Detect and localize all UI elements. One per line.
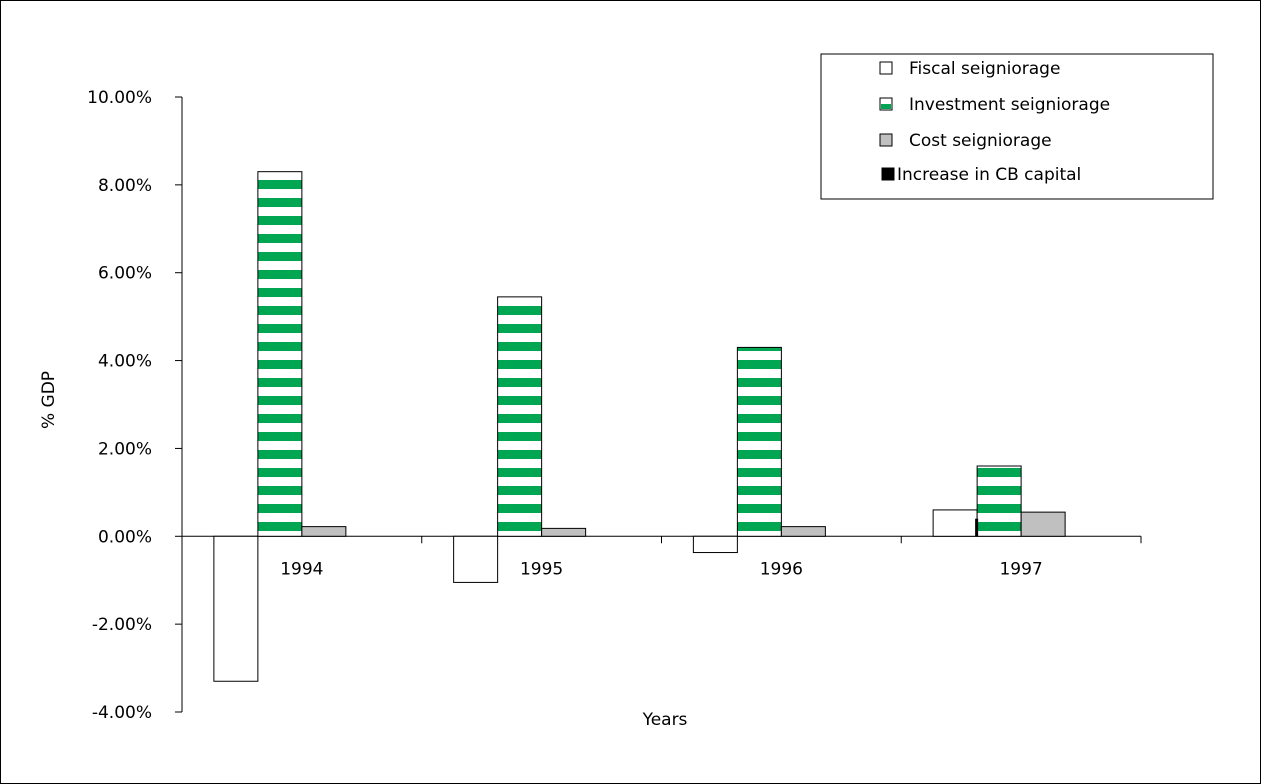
legend-item-cost-seigniorage: Cost seigniorage [879, 131, 1052, 151]
bar-cost-seigniorage-1995 [541, 527, 587, 537]
y-axis-title: % GDP [39, 371, 59, 429]
y-tick-label: 8.00% [98, 176, 152, 196]
y-ticks: 10.00% 8.00% 6.00% 4.00% 2.00% 0.00% -2.00% -4.… [87, 88, 182, 723]
legend-item-fiscal-seigniorage: Fiscal seigniorage [879, 59, 1060, 79]
legend-swatch [879, 61, 893, 75]
y-tick-label: 10.00% [87, 88, 152, 108]
x-tick-label: 1995 [520, 559, 563, 579]
legend-items: Fiscal seigniorage Investment seigniorage… [879, 59, 1110, 185]
bar-fiscal-seigniorage-1996 [692, 535, 738, 554]
x-tick-label: 1996 [760, 559, 803, 579]
bar-fiscal-seigniorage-1994 [213, 535, 259, 682]
bar-increase-in-cb-capital-1997 [975, 518, 979, 537]
bars [213, 171, 1066, 682]
x-ticks: 1994 1995 1996 1997 [280, 536, 1142, 579]
bar-investment-seigniorage-1996 [736, 346, 782, 537]
legend: Fiscal seigniorage Investment seigniorage… [820, 53, 1214, 200]
bar-investment-seigniorage-1997 [976, 465, 1022, 537]
legend-item-investment-seigniorage: Investment seigniorage [879, 95, 1110, 115]
legend-label: Fiscal seigniorage [909, 59, 1060, 79]
bar-investment-seigniorage-1994 [257, 171, 303, 537]
legend-label: Increase in CB capital [897, 165, 1081, 185]
legend-item-increase-in-cb-capital: Increase in CB capital [881, 165, 1081, 185]
y-tick-label: 4.00% [98, 352, 152, 372]
bar-cost-seigniorage-1997 [1020, 511, 1066, 537]
legend-swatch [879, 133, 893, 147]
bar-cost-seigniorage-1994 [301, 526, 347, 537]
x-tick-label: 1994 [280, 559, 323, 579]
x-axis-title: Years [642, 710, 688, 730]
legend-swatch-stripe [881, 104, 891, 109]
axes: 10.00% 8.00% 6.00% 4.00% 2.00% 0.00% -2.00% -4.… [87, 88, 1142, 723]
y-tick-label: 2.00% [98, 439, 152, 459]
bar-fiscal-seigniorage-1995 [453, 535, 499, 583]
legend-swatch [881, 167, 895, 181]
bar-investment-seigniorage-1995 [497, 296, 543, 537]
legend-label: Cost seigniorage [909, 131, 1052, 151]
y-tick-label: -4.00% [92, 703, 152, 723]
bar-cost-seigniorage-1996 [780, 526, 826, 537]
y-tick-label: 0.00% [98, 527, 152, 547]
legend-label: Investment seigniorage [909, 95, 1110, 115]
bar-fiscal-seigniorage-1997 [932, 509, 978, 537]
y-tick-label: -2.00% [92, 615, 152, 635]
x-tick-label: 1997 [999, 559, 1042, 579]
y-tick-label: 6.00% [98, 264, 152, 284]
